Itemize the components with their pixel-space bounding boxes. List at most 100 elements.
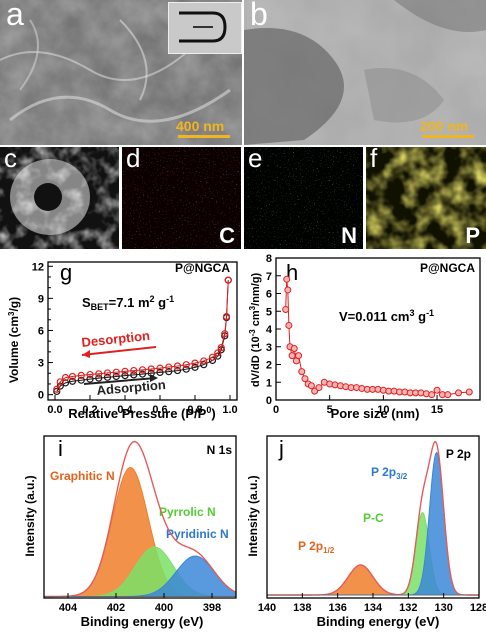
g-point-desorption bbox=[77, 371, 85, 379]
h-y-tick-label: 2 bbox=[266, 360, 272, 372]
panel-a-scale-bar bbox=[178, 135, 230, 138]
g-point-adsorption bbox=[68, 377, 77, 385]
g-point-desorption bbox=[165, 363, 173, 371]
g-point-desorption bbox=[221, 330, 229, 338]
g-chart-title: P@NGCA bbox=[175, 261, 230, 275]
g-x-tick-label: 0.8 bbox=[187, 404, 202, 416]
panel-e-letter: e bbox=[248, 147, 263, 173]
g-point-desorption bbox=[121, 367, 129, 375]
g-point-adsorption bbox=[165, 368, 173, 376]
h-point bbox=[283, 275, 291, 283]
g-point-desorption bbox=[112, 368, 120, 376]
svg-text:P 2p1/2: P 2p1/2 bbox=[298, 539, 335, 555]
h-point bbox=[315, 384, 323, 392]
j-x-tick-label: 128 bbox=[470, 602, 486, 614]
h-y-tick-label: 3 bbox=[266, 342, 272, 354]
j-x-tick-label: 140 bbox=[258, 602, 276, 614]
h-chart-title: P@NGCA bbox=[420, 261, 475, 275]
h-point bbox=[433, 386, 441, 394]
i-label-pyridinic-n: Pyridinic N bbox=[166, 527, 229, 541]
g-point-desorption bbox=[224, 276, 232, 284]
svg-text:Intensity (a.u.): Intensity (a.u.) bbox=[23, 475, 37, 556]
g-point-adsorption bbox=[86, 375, 94, 383]
h-y-tick-label: 8 bbox=[266, 253, 272, 265]
h-point bbox=[455, 389, 463, 397]
i-x-tick-label: 404 bbox=[59, 602, 78, 614]
svg-text:Relative Pressure (P/P0): Relative Pressure (P/P0) bbox=[68, 405, 215, 421]
g-y-tick-label: 9 bbox=[38, 293, 44, 305]
j-x-tick-label: 132 bbox=[399, 602, 417, 614]
g-point-desorption bbox=[147, 365, 155, 373]
g-point-desorption bbox=[68, 372, 77, 381]
inset-photo bbox=[168, 2, 242, 54]
g-y-tick-label: 6 bbox=[38, 325, 44, 337]
panel-c-sem-region: c bbox=[0, 147, 119, 249]
h-point bbox=[444, 391, 452, 399]
g-desorption-arrow bbox=[81, 346, 157, 358]
h-point bbox=[298, 368, 306, 376]
svg-text:Intensity (a.u.): Intensity (a.u.) bbox=[246, 475, 260, 556]
panel-g-chart: g P@NGCA SBET=7.1 m2 g-1 Volume (cm3/g) … bbox=[7, 260, 238, 421]
g-series-line-desorption bbox=[56, 280, 229, 390]
j-x-axis-title: Binding energy (eV) bbox=[317, 614, 440, 629]
i-x-tick-label: 402 bbox=[107, 602, 125, 614]
h-annotation-volume: V=0.011 cm3 g-1 bbox=[339, 308, 434, 324]
h-point bbox=[284, 286, 292, 294]
i-x-axis-title: Binding energy (eV) bbox=[81, 614, 204, 629]
h-x-tick-label: 15 bbox=[431, 404, 443, 416]
g-point-adsorption bbox=[77, 376, 85, 384]
g-point-desorption bbox=[200, 357, 208, 365]
svg-text:dV/dD (10-3 cm3/nm/g): dV/dD (10-3 cm3/nm/g) bbox=[248, 273, 262, 388]
h-x-axis-title: Pore size (nm) bbox=[331, 406, 420, 421]
i-y-axis-title: Intensity (a.u.) bbox=[23, 475, 37, 556]
i-label-graphitic-n: Graphitic N bbox=[50, 469, 115, 483]
g-annotation-sbet: SBET=7.1 m2 g-1 bbox=[82, 294, 174, 312]
g-point-desorption bbox=[208, 353, 217, 361]
g-point-adsorption bbox=[138, 370, 147, 378]
j-label-p2p12: P 2p1/2 bbox=[298, 539, 335, 555]
svg-text:Volume (cm3/g): Volume (cm3/g) bbox=[7, 297, 21, 383]
h-plot-area: 0 1 2 3 4 5 6 7 8 0 5 10 15 bbox=[266, 253, 481, 416]
panel-d-letter: d bbox=[126, 147, 141, 173]
j-x-tick-label: 130 bbox=[434, 602, 452, 614]
i-x-tick-label: 400 bbox=[155, 602, 173, 614]
h-point bbox=[307, 382, 315, 390]
g-point-desorption bbox=[173, 362, 182, 370]
g-panel-letter: g bbox=[60, 260, 72, 285]
g-x-tick-label: 0.6 bbox=[152, 404, 167, 416]
h-point bbox=[301, 375, 309, 383]
g-point-desorption bbox=[103, 369, 112, 377]
g-point-desorption bbox=[56, 378, 64, 386]
i-chart-title: N 1s bbox=[207, 443, 233, 457]
panel-h-chart: h P@NGCA V=0.011 cm3 g-1 dV/dD (10-3 cm3… bbox=[248, 253, 481, 421]
g-y-tick-label: 0 bbox=[38, 390, 44, 402]
g-point-desorption bbox=[61, 373, 70, 382]
h-point bbox=[295, 352, 303, 360]
h-point bbox=[465, 388, 473, 396]
g-x-tick-label: 0.4 bbox=[117, 404, 133, 416]
g-point-adsorption bbox=[182, 365, 190, 373]
panel-e-element-label: N bbox=[341, 223, 357, 248]
g-point-adsorption bbox=[121, 372, 129, 380]
g-point-desorption bbox=[222, 312, 231, 321]
g-axes-frame bbox=[47, 261, 238, 401]
i-plot-area: 404 402 400 398 bbox=[43, 435, 237, 614]
panel-d-carbon-map: d C bbox=[122, 147, 241, 249]
h-x-tick-label: 5 bbox=[327, 404, 333, 416]
j-x-tick-label: 134 bbox=[364, 602, 383, 614]
h-x-tick-label: 0 bbox=[273, 404, 279, 416]
g-y-axis-title: Volume (cm3/g) bbox=[7, 297, 21, 383]
panel-d-element-label: C bbox=[219, 223, 235, 248]
i-axes-frame bbox=[43, 435, 237, 599]
g-x-tick-label: 0.0 bbox=[47, 404, 62, 416]
g-point-desorption bbox=[217, 343, 225, 352]
panel-a-scale-label: 400 nm bbox=[176, 118, 225, 134]
g-point-desorption bbox=[182, 361, 190, 369]
panel-b-tem-image: b 200 nm bbox=[244, 0, 486, 145]
g-x-axis-title: Relative Pressure (P/P0) bbox=[68, 405, 215, 421]
h-y-axis-title: dV/dD (10-3 cm3/nm/g) bbox=[248, 273, 262, 388]
g-point-desorption bbox=[95, 370, 103, 378]
g-y-tick-label: 3 bbox=[38, 358, 44, 370]
panel-a-letter: a bbox=[6, 0, 24, 32]
j-panel-letter: j bbox=[278, 436, 284, 461]
